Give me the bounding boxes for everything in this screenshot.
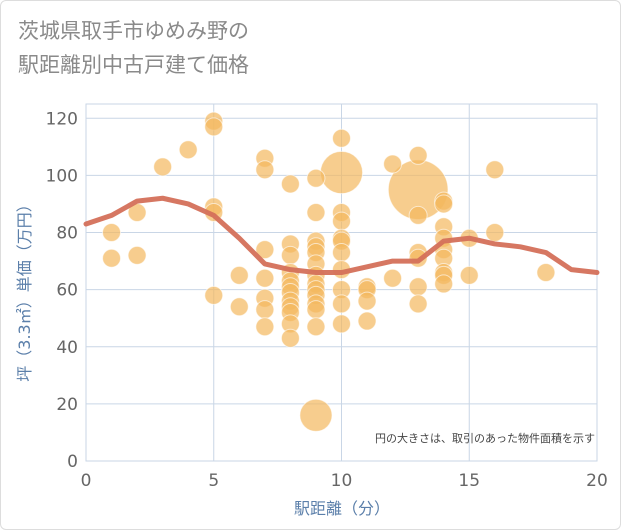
y-axis-label: 坪（3.3㎡）単価（万円） (15, 196, 34, 381)
bubble-point (306, 168, 326, 188)
bubble-point (153, 157, 173, 177)
bubble-point (255, 268, 275, 288)
bubble-point (383, 154, 403, 174)
y-tick-label: 120 (46, 109, 78, 129)
bubble-point (434, 274, 454, 294)
bubble-point (408, 205, 428, 225)
bubble-point (280, 328, 300, 348)
bubble-point (383, 268, 403, 288)
bubble-point (229, 297, 249, 317)
bubble-size-note: 円の大きさは、取引のあった物件面積を示す (375, 431, 595, 445)
bubble-point (332, 294, 351, 314)
bubble-point (332, 211, 351, 231)
bubble-point (536, 263, 556, 283)
x-tick-label: 20 (586, 471, 608, 491)
bubble-point (102, 248, 122, 268)
bubble-point (332, 128, 351, 148)
bubble-point (280, 174, 300, 194)
bubble-point (280, 245, 300, 265)
bubble-point (357, 311, 377, 331)
bubble-point (434, 194, 454, 214)
y-tick-label: 60 (56, 281, 78, 301)
x-tick-label: 10 (331, 471, 353, 491)
bubble-point (306, 317, 326, 337)
bubble-point (459, 265, 479, 285)
bubble-point (255, 317, 275, 337)
trend-line (83, 195, 600, 276)
bubble-point (255, 240, 275, 260)
bubble-point (306, 203, 326, 223)
y-tick-label: 40 (56, 338, 78, 358)
bubble-point (299, 398, 333, 432)
bubble-point (229, 265, 249, 285)
x-axis-label: 駅距離（分） (294, 499, 390, 518)
x-tick-label: 5 (208, 471, 219, 491)
y-tick-label: 20 (56, 395, 78, 415)
x-tick-label: 15 (458, 471, 480, 491)
bubble-point (102, 223, 122, 243)
bubble-point (255, 160, 275, 180)
bubble-point (127, 245, 147, 265)
bubble-point (408, 277, 428, 297)
bubble-point (332, 243, 351, 263)
bubble-point (408, 145, 428, 165)
bubble-point (319, 150, 364, 195)
y-tick-label: 80 (56, 224, 78, 244)
bubble-point (485, 160, 505, 180)
bubble-point (178, 140, 198, 160)
y-tick-label: 0 (67, 452, 78, 472)
bubble-point (204, 117, 224, 137)
x-tick-label: 0 (81, 471, 92, 491)
y-tick-label: 100 (46, 166, 78, 186)
chart-title: 茨城県取手市ゆめみ野の 駅距離別中古戸建て価格 (18, 19, 249, 77)
bubble-point (485, 223, 505, 243)
bubble-point (408, 294, 428, 314)
bubble-point (204, 285, 224, 305)
bubble-point (357, 291, 377, 311)
bubble-point (306, 300, 326, 320)
bubble-point (255, 300, 275, 320)
bubble-point (332, 314, 351, 334)
